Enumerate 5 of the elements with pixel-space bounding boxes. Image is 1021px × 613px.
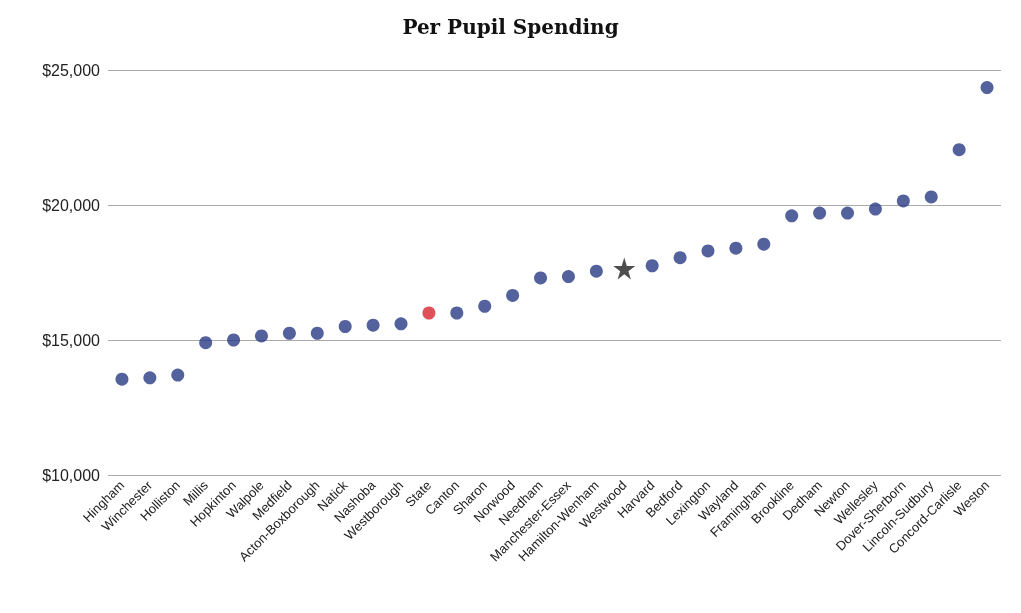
y-tick-label: $20,000 [42, 196, 101, 214]
chart-title: Per Pupil Spending [402, 15, 619, 39]
y-tick-label: $10,000 [42, 466, 101, 484]
y-tick-label: $25,000 [42, 61, 101, 79]
y-tick-label: $15,000 [42, 331, 101, 349]
